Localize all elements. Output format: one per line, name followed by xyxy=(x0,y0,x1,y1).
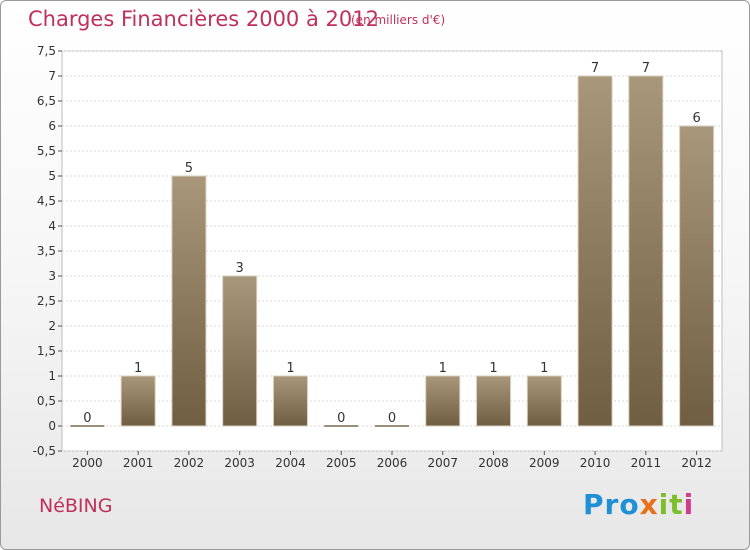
bar xyxy=(628,75,664,427)
x-tick-label: 2010 xyxy=(580,456,611,470)
x-tick-label: 2012 xyxy=(681,456,712,470)
y-tick-label: 4 xyxy=(48,219,56,233)
y-tick-label: 3 xyxy=(48,269,56,283)
bar xyxy=(222,275,258,427)
proxiti-logo: Proxiti xyxy=(583,488,695,521)
x-tick-label: 2005 xyxy=(326,456,357,470)
bar xyxy=(476,375,512,427)
data-label: 1 xyxy=(489,361,497,376)
y-tick-label: 5,5 xyxy=(37,144,56,158)
x-tick-label: 2007 xyxy=(427,456,458,470)
x-tick-label: 2004 xyxy=(275,456,306,470)
y-tick-label: -0,5 xyxy=(33,444,56,458)
x-axis-ticks: 2000 2001 2002 2003 2004 2005 2006 2007 2008 2009… xyxy=(72,451,712,470)
x-tick-label: 2001 xyxy=(123,456,154,470)
y-tick-label: 2,5 xyxy=(37,294,56,308)
bar xyxy=(272,375,308,427)
y-tick-label: 2 xyxy=(48,319,56,333)
x-tick-label: 2002 xyxy=(174,456,205,470)
chart-title: Charges Financières 2000 à 2012 xyxy=(28,7,379,31)
bar xyxy=(120,375,156,427)
y-tick-label: 3,5 xyxy=(37,244,56,258)
data-label: 6 xyxy=(692,111,700,126)
y-tick-label: 7 xyxy=(48,69,56,83)
data-labels: 0 1 5 3 1 0 0 1 1 1 7 7 6 xyxy=(83,61,701,426)
data-label: 0 xyxy=(337,411,345,426)
data-label: 1 xyxy=(134,361,142,376)
data-label: 7 xyxy=(591,61,599,76)
bar xyxy=(171,175,207,427)
bar xyxy=(679,125,715,427)
x-tick-label: 2008 xyxy=(478,456,509,470)
y-tick-label: 0 xyxy=(48,419,56,433)
y-tick-label: 0,5 xyxy=(37,394,56,408)
y-tick-label: 1,5 xyxy=(37,344,56,358)
data-label: 3 xyxy=(236,261,244,276)
y-tick-label: 7,5 xyxy=(37,44,56,58)
data-label: 1 xyxy=(286,361,294,376)
y-axis-ticks: -0,5 0 0,5 1 1,5 2 2,5 3 3,5 4 4,5 5 5,5 6 6,5 7 7,5 xyxy=(33,44,62,458)
bar xyxy=(425,375,461,427)
data-label: 1 xyxy=(439,361,447,376)
data-label: 0 xyxy=(83,411,91,426)
y-tick-label: 1 xyxy=(48,369,56,383)
y-tick-label: 6 xyxy=(48,119,56,133)
data-label: 0 xyxy=(388,411,396,426)
x-tick-label: 2003 xyxy=(224,456,255,470)
unit-note: (en milliers d'€) xyxy=(351,13,446,27)
bar xyxy=(577,75,613,427)
x-tick-label: 2000 xyxy=(72,456,103,470)
data-label: 1 xyxy=(540,361,548,376)
y-tick-label: 4,5 xyxy=(37,194,56,208)
commune-name: NéBING xyxy=(39,495,113,517)
bar xyxy=(526,375,562,427)
y-tick-label: 6,5 xyxy=(37,94,56,108)
bars xyxy=(70,75,715,427)
data-label: 5 xyxy=(185,161,193,176)
x-tick-label: 2011 xyxy=(631,456,662,470)
x-tick-label: 2009 xyxy=(529,456,560,470)
y-tick-label: 5 xyxy=(48,169,56,183)
data-label: 7 xyxy=(642,61,650,76)
x-tick-label: 2006 xyxy=(377,456,408,470)
